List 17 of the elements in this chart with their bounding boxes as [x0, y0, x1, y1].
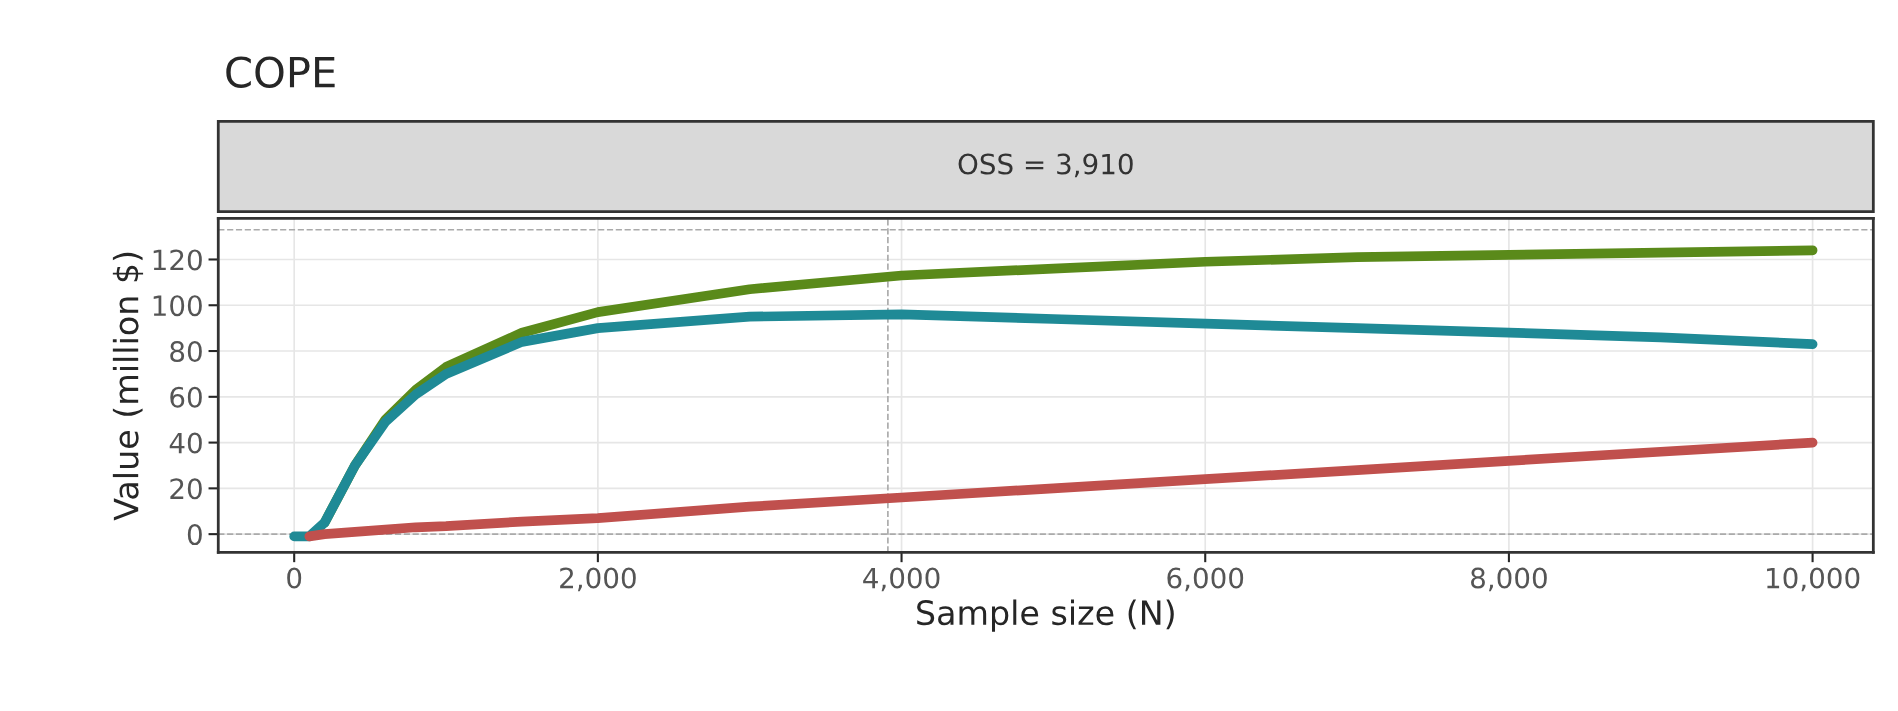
x-tick-label: 6,000	[1167, 567, 1244, 592]
x-tick-label: 2,000	[560, 567, 636, 592]
x-axis-title: Sample size (N)	[917, 599, 1174, 632]
x-tick-label: 8,000	[1471, 567, 1547, 592]
y-tick-label: 80	[170, 340, 202, 362]
y-tick-label: 60	[170, 386, 202, 408]
y-tick-label: 20	[170, 478, 202, 500]
y-tick-label: 120	[153, 249, 202, 271]
x-tick-label: 10,000	[1767, 567, 1860, 592]
chart-title: COPE	[226, 56, 335, 88]
y-tick-label: 40	[169, 432, 202, 454]
y-tick-label: 100	[153, 295, 202, 317]
chart-subtitle: OSS = 3,910	[958, 153, 1133, 178]
y-tick-label: 0	[187, 524, 202, 546]
y-axis-title: Value (million $)	[112, 252, 144, 521]
x-tick-label: 0	[287, 567, 302, 589]
x-tick-label: 4,000	[863, 567, 940, 592]
